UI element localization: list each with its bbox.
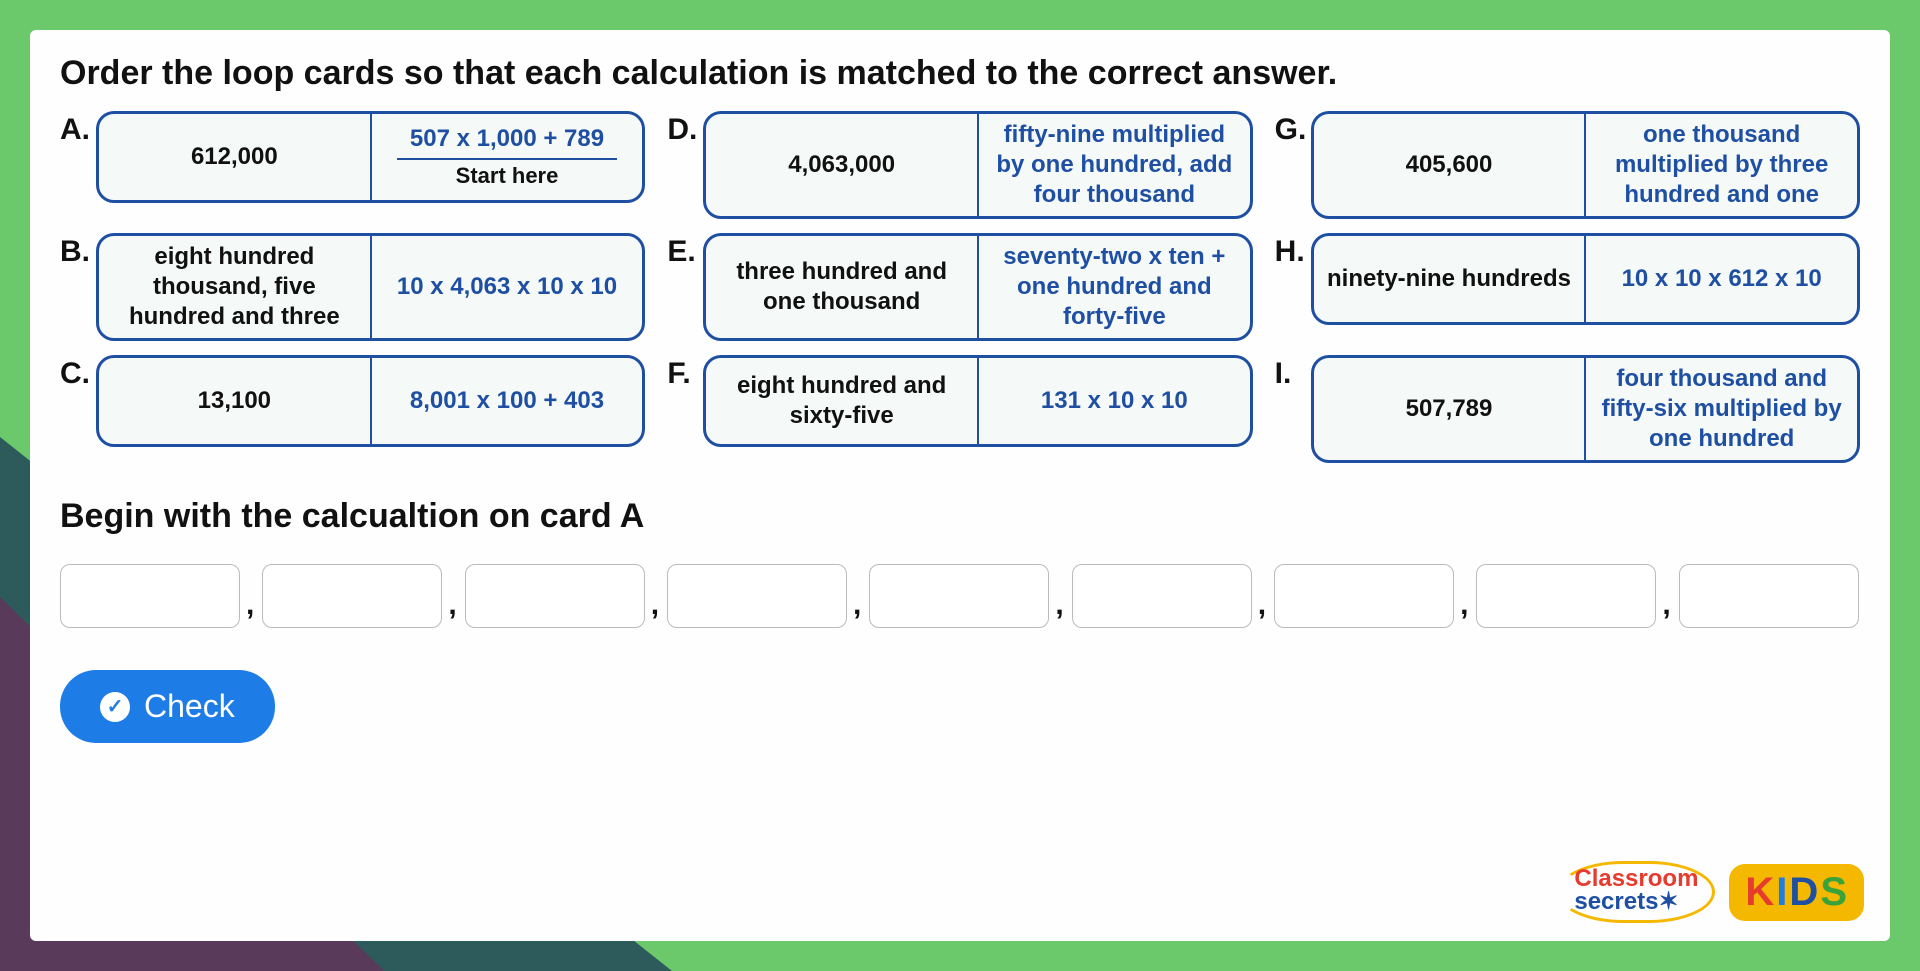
instruction-text: Order the loop cards so that each calcul… [60, 54, 1860, 93]
classroom-secrets-logo: Classroom secrets✶ [1557, 861, 1715, 923]
cards-grid: A.612,000507 x 1,000 + 789Start hereD.4,… [60, 111, 1860, 463]
card-calculation: four thousand and fifty-six multiplied b… [1586, 358, 1857, 460]
card-calculation: 10 x 10 x 612 x 10 [1586, 236, 1857, 322]
card-letter: E. [667, 233, 703, 267]
answer-input[interactable] [465, 564, 645, 628]
loop-card[interactable]: ninety-nine hundreds10 x 10 x 612 x 10 [1311, 233, 1860, 325]
card-answer: eight hundred and sixty-five [706, 358, 979, 444]
logo-secrets: secrets✶ [1574, 891, 1698, 914]
card-answer: eight hundred thousand, five hundred and… [99, 236, 372, 338]
check-circle-icon: ✓ [100, 692, 130, 722]
answer-input[interactable] [1274, 564, 1454, 628]
separator-comma: , [448, 588, 456, 628]
card-calculation: 131 x 10 x 10 [979, 358, 1250, 444]
card-letter: H. [1275, 233, 1311, 267]
check-button-label: Check [144, 688, 235, 725]
card-letter: F. [667, 355, 703, 389]
card-answer: 4,063,000 [706, 114, 979, 216]
loop-card[interactable]: eight hundred and sixty-five131 x 10 x 1… [703, 355, 1252, 447]
answer-input[interactable] [262, 564, 442, 628]
card-calculation: 10 x 4,063 x 10 x 10 [372, 236, 643, 338]
card-slot: G.405,600one thousand multiplied by thre… [1275, 111, 1860, 219]
answer-input[interactable] [1679, 564, 1859, 628]
answer-input[interactable] [60, 564, 240, 628]
separator-comma: , [246, 588, 254, 628]
card-answer: three hundred and one thousand [706, 236, 979, 338]
card-calculation: 8,001 x 100 + 403 [372, 358, 643, 444]
loop-card[interactable]: 507,789four thousand and fifty-six multi… [1311, 355, 1860, 463]
logo-area: Classroom secrets✶ K I D S [1557, 861, 1864, 923]
answer-inputs-row: ,,,,,,,, [60, 564, 1860, 628]
separator-comma: , [853, 588, 861, 628]
kids-logo: K I D S [1729, 864, 1864, 921]
separator-comma: , [1258, 588, 1266, 628]
card-letter: I. [1275, 355, 1311, 389]
loop-card[interactable]: 612,000507 x 1,000 + 789Start here [96, 111, 645, 203]
card-answer: 13,100 [99, 358, 372, 444]
answer-input[interactable] [869, 564, 1049, 628]
card-answer: ninety-nine hundreds [1314, 236, 1587, 322]
card-slot: D.4,063,000fifty-nine multiplied by one … [667, 111, 1252, 219]
separator-comma: , [1662, 588, 1670, 628]
card-answer: 507,789 [1314, 358, 1587, 460]
separator-comma: , [651, 588, 659, 628]
card-slot: B.eight hundred thousand, five hundred a… [60, 233, 645, 341]
card-slot: F.eight hundred and sixty-five131 x 10 x… [667, 355, 1252, 463]
card-calculation: fifty-nine multiplied by one hundred, ad… [979, 114, 1250, 216]
card-calculation: one thousand multiplied by three hundred… [1586, 114, 1857, 216]
loop-card[interactable]: 405,600one thousand multiplied by three … [1311, 111, 1860, 219]
card-answer: 612,000 [99, 114, 372, 200]
loop-card[interactable]: eight hundred thousand, five hundred and… [96, 233, 645, 341]
card-letter: G. [1275, 111, 1311, 145]
separator-comma: , [1055, 588, 1063, 628]
card-slot: I.507,789four thousand and fifty-six mul… [1275, 355, 1860, 463]
card-calculation: seventy-two x ten + one hundred and fort… [979, 236, 1250, 338]
loop-card[interactable]: three hundred and one thousandseventy-tw… [703, 233, 1252, 341]
card-letter: D. [667, 111, 703, 145]
check-button[interactable]: ✓ Check [60, 670, 275, 743]
loop-card[interactable]: 13,1008,001 x 100 + 403 [96, 355, 645, 447]
loop-card[interactable]: 4,063,000fifty-nine multiplied by one hu… [703, 111, 1252, 219]
card-slot: E.three hundred and one thousandseventy-… [667, 233, 1252, 341]
card-letter: B. [60, 233, 96, 267]
start-here-label: Start here [456, 162, 559, 190]
card-answer: 405,600 [1314, 114, 1587, 216]
card-letter: A. [60, 111, 96, 145]
card-letter: C. [60, 355, 96, 389]
begin-text: Begin with the calcualtion on card A [60, 497, 1860, 536]
worksheet-panel: Order the loop cards so that each calcul… [30, 30, 1890, 941]
answer-input[interactable] [667, 564, 847, 628]
card-calculation: 507 x 1,000 + 789Start here [372, 114, 643, 200]
answer-input[interactable] [1072, 564, 1252, 628]
separator-comma: , [1460, 588, 1468, 628]
answer-input[interactable] [1476, 564, 1656, 628]
card-slot: H.ninety-nine hundreds10 x 10 x 612 x 10 [1275, 233, 1860, 341]
card-slot: A.612,000507 x 1,000 + 789Start here [60, 111, 645, 219]
card-slot: C.13,1008,001 x 100 + 403 [60, 355, 645, 463]
